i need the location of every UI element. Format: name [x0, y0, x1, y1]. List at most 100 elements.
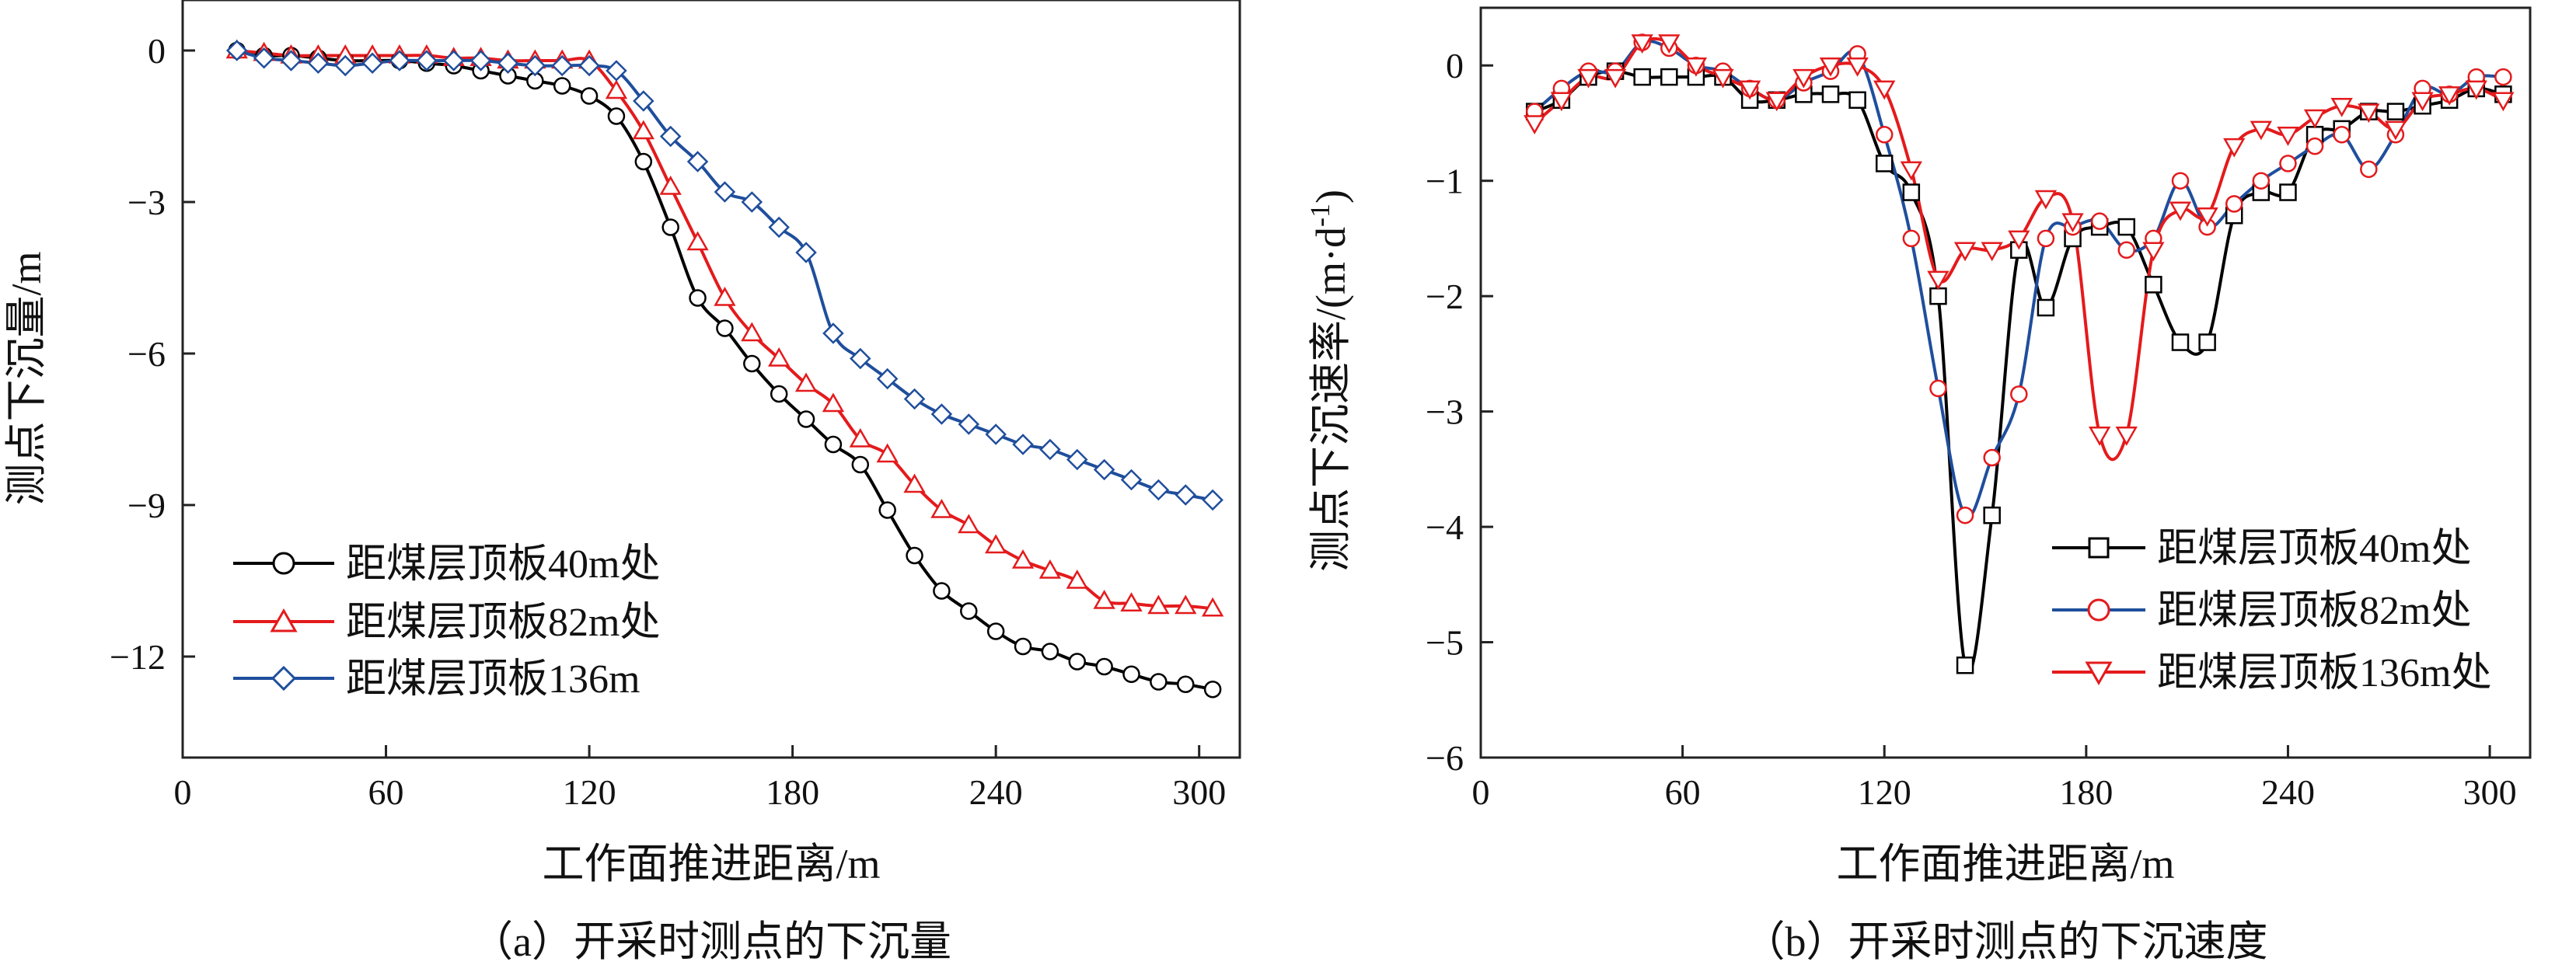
panel-b-x-tick-label: 300	[2463, 772, 2517, 812]
panel-a-data-point-s2	[659, 175, 682, 195]
panel-b-data-point-s3	[2465, 80, 2487, 100]
panel-b-series-markers	[1524, 33, 2515, 674]
panel-b-series-line-2	[1533, 39, 2504, 519]
panel-a-data-point-s1	[878, 501, 896, 519]
panel-a-data-point-s1	[986, 622, 1005, 640]
panel-b-data-point-s1	[1875, 155, 1894, 172]
panel-a-legend-entry-3: 距煤层顶板136m	[233, 657, 640, 702]
panel-a-x-tick-label: 60	[368, 772, 404, 812]
panel-b-data-point-s2	[1875, 126, 1894, 144]
panel-b-plot-frame	[1479, 6, 2532, 759]
panel-b-y-tick-label: −3	[1426, 392, 1464, 432]
panel-b-data-point-s1	[2279, 183, 2297, 201]
panel-b-y-axis-title-close: )	[1307, 190, 1354, 204]
panel-b-data-point-s3	[2008, 230, 2030, 250]
panel-b-data-point-s1	[1956, 656, 1974, 674]
panel-a-ticks: 0 60 120 180 240 300 0 −3 −6 −9 −12	[110, 31, 1226, 812]
panel-b-data-point-s3	[2115, 427, 2138, 446]
panel-a-data-point-s1	[580, 87, 599, 105]
panel-a-data-point-s3	[416, 50, 438, 71]
panel-a-legend-label-1: 距煤层顶板40m处	[346, 542, 660, 587]
panel-b-data-point-s2	[2494, 68, 2512, 86]
panel-a-data-point-s2	[822, 392, 845, 413]
panel-a-data-point-s3	[930, 403, 953, 425]
panel-a-y-tick-label: −6	[127, 334, 166, 374]
panel-a-data-point-s2	[768, 347, 791, 367]
panel-b-data-point-s2	[1902, 229, 1921, 248]
panel-b-data-point-s3	[2088, 427, 2111, 446]
panel-a-data-point-s2	[984, 534, 1007, 554]
panel-a-data-point-s3	[876, 368, 899, 390]
panel-a-data-point-s3	[524, 54, 546, 77]
panel-b-data-point-s3	[1658, 34, 1681, 54]
panel-b-data-point-s2	[2279, 155, 2297, 172]
panel-a-x-tick-label: 0	[174, 772, 192, 812]
panel-b-data-point-s3	[1792, 68, 1815, 89]
panel-a-data-point-s3	[389, 50, 410, 71]
panel-b-data-point-s3	[1684, 57, 1708, 77]
panel-a-data-point-s2	[876, 443, 899, 463]
panel-a-data-point-s1	[1203, 681, 1222, 699]
panel-a-data-point-s2	[714, 286, 736, 306]
panel-a-data-point-s3	[578, 54, 600, 77]
panel-a-data-point-s1	[1041, 643, 1059, 660]
panel-b-data-point-s2	[2252, 172, 2271, 190]
panel-b-legend-entry-3: 距煤层顶板136m处	[2052, 651, 2491, 695]
panel-b-data-point-s1	[2386, 103, 2405, 120]
panel-b-data-point-s2	[2010, 385, 2028, 403]
panel-b-data-point-s3	[1577, 68, 1600, 89]
panel-b-data-point-s3	[2438, 86, 2461, 106]
panel-b-data-point-s2	[1956, 506, 1974, 524]
panel-a-subsidence-chart: 0 60 120 180 240 300 0 −3 −6 −9 −12 工作面推进距离/m 测点下沉…	[3, 0, 1241, 965]
panel-a-legend-marker-3	[271, 665, 297, 692]
panel-a-data-point-s3	[551, 54, 573, 77]
panel-a-y-tick-label: 0	[148, 31, 166, 71]
panel-b-data-point-s3	[2223, 138, 2246, 158]
panel-b-data-point-s3	[1846, 57, 1869, 77]
panel-b-data-point-s1	[1633, 68, 1651, 86]
panel-b-data-point-s3	[1981, 242, 2003, 262]
panel-a-data-point-s3	[1147, 479, 1170, 501]
panel-a-data-point-s3	[225, 40, 248, 61]
panel-b-data-point-s3	[1927, 270, 1949, 291]
panel-a-data-point-s2	[741, 322, 763, 342]
panel-b-x-tick-label: 0	[1472, 772, 1490, 812]
panel-b-y-tick-label: −2	[1426, 277, 1464, 316]
panel-a-data-point-s2	[958, 514, 980, 534]
panel-a-series-markers	[225, 39, 1224, 699]
panel-b-data-point-s1	[2037, 298, 2055, 317]
panel-a-data-point-s1	[960, 602, 978, 620]
panel-a-data-point-s1	[661, 218, 679, 236]
panel-a-data-point-s3	[850, 347, 871, 370]
panel-a-data-point-s3	[280, 50, 302, 71]
panel-b-data-point-s2	[1929, 379, 1947, 398]
panel-a-data-point-s2	[1093, 589, 1115, 609]
panel-a-data-point-s1	[851, 455, 870, 474]
panel-b-caption: （b）开采时测点的下沉速度	[1744, 918, 2268, 965]
panel-a-data-point-s1	[1150, 673, 1168, 691]
panel-a-x-tick-label: 300	[1172, 772, 1226, 812]
panel-a-data-point-s2	[930, 498, 953, 518]
panel-a-data-point-s2	[632, 120, 654, 140]
panel-b-data-point-s3	[2384, 120, 2407, 141]
panel-a-data-point-s1	[933, 582, 951, 600]
panel-b-y-axis-title-main: 测点下沉速率/(m·d	[1307, 227, 1354, 572]
panel-a-legend-entry-2: 距煤层顶板82m处	[233, 601, 660, 645]
panel-b-y-axis-title: 测点下沉速率/(m·d-1)	[1304, 190, 1354, 572]
panel-a-data-point-s1	[634, 152, 653, 171]
panel-b-data-point-s3	[2277, 127, 2299, 146]
panel-a-caption: （a）开采时测点的下沉量	[471, 918, 951, 965]
panel-a-data-point-s3	[903, 388, 926, 410]
panel-a-x-tick-label: 240	[969, 772, 1023, 812]
panel-b-data-point-s2	[2225, 195, 2243, 213]
panel-b-data-point-s3	[1524, 115, 1546, 134]
panel-a-data-point-s1	[607, 107, 626, 125]
panel-a-legend-label-2: 距煤层顶板82m处	[346, 601, 660, 645]
panel-a-data-point-s2	[605, 79, 628, 99]
panel-a-data-point-s1	[1014, 637, 1032, 656]
panel-b-x-tick-label: 240	[2261, 772, 2315, 812]
panel-b-data-point-s2	[2090, 212, 2109, 230]
panel-b-legend-entry-1: 距煤层顶板40m处	[2052, 527, 2471, 571]
panel-b-data-point-s1	[1929, 287, 1947, 305]
panel-a-data-point-s3	[714, 181, 736, 203]
